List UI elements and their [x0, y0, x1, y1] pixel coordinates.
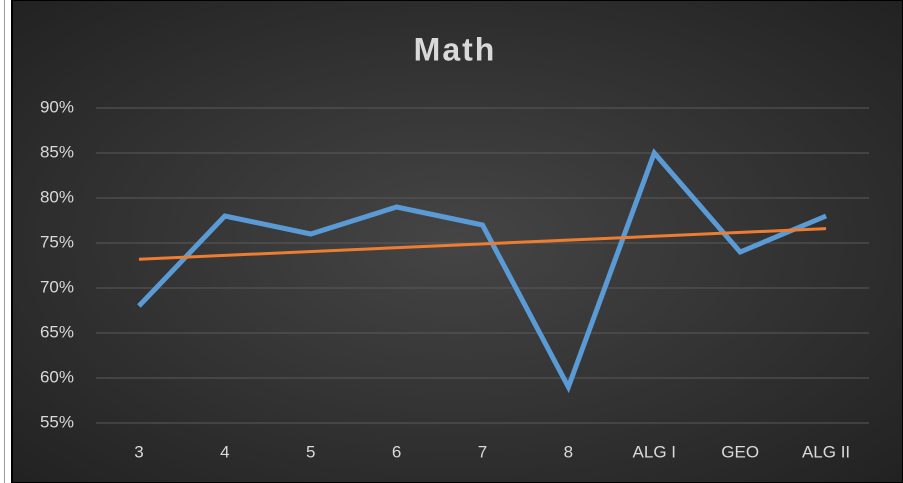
x-tick-label: ALG I	[633, 442, 676, 461]
y-tick-label: 75%	[40, 232, 74, 251]
x-tick-label: ALG II	[802, 442, 850, 461]
chart-title: Math	[414, 31, 497, 67]
y-tick-label: 80%	[40, 187, 74, 206]
y-tick-label: 55%	[40, 412, 74, 431]
y-tick-label: 90%	[40, 97, 74, 116]
chart-background	[11, 0, 903, 483]
x-tick-label: 5	[306, 442, 315, 461]
x-tick-label: 4	[220, 442, 229, 461]
trendline	[138, 227, 827, 261]
x-tick-label: 3	[134, 442, 143, 461]
y-tick-label: 85%	[40, 142, 74, 161]
x-tick-label: 7	[478, 442, 487, 461]
x-tick-label: 8	[564, 442, 573, 461]
data-line	[137, 148, 828, 394]
x-tick-label: GEO	[721, 442, 759, 461]
y-tick-label: 60%	[40, 367, 74, 386]
y-tick-label: 65%	[40, 322, 74, 341]
x-tick-label: 6	[392, 442, 401, 461]
y-tick-label: 70%	[40, 277, 74, 296]
